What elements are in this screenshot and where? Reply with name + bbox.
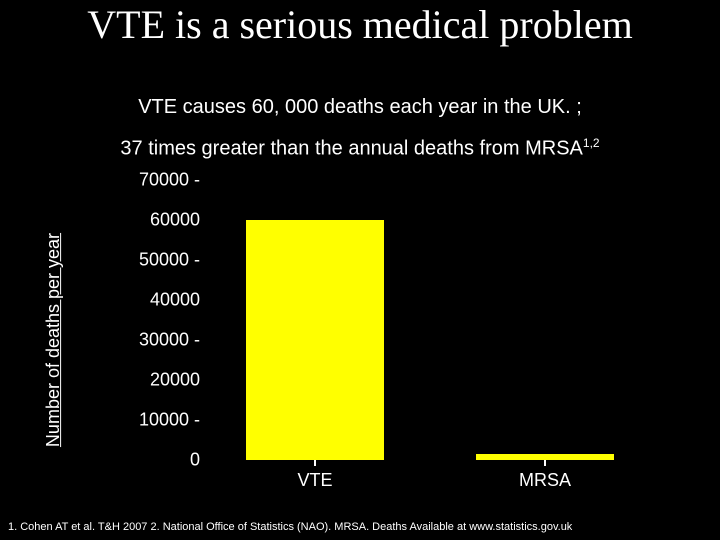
x-category-label: VTE	[297, 470, 332, 491]
x-category-label: MRSA	[519, 470, 571, 491]
y-tick-label: 0	[70, 450, 200, 471]
bar-chart: Number of deaths per year 010000 -200003…	[60, 180, 670, 500]
y-tick-label: 40000	[70, 290, 200, 311]
y-axis-label: Number of deaths per year	[44, 210, 64, 470]
y-tick-label: 10000 -	[70, 410, 200, 431]
subtitle-line-2: 37 times greater than the annual deaths …	[0, 136, 720, 161]
x-tick	[314, 460, 316, 466]
subtitle-line-1: VTE causes 60, 000 deaths each year in t…	[0, 96, 720, 119]
plot-area	[200, 180, 660, 460]
y-tick-label: 20000	[70, 370, 200, 391]
y-tick-label: 30000 -	[70, 330, 200, 351]
x-tick	[544, 460, 546, 466]
slide-title: VTE is a serious medical problem	[0, 4, 720, 46]
footnote: 1. Cohen AT et al. T&H 2007 2. National …	[8, 521, 712, 534]
y-tick-label: 70000 -	[70, 170, 200, 191]
slide: VTE is a serious medical problem VTE cau…	[0, 0, 720, 540]
y-tick-label: 50000 -	[70, 250, 200, 271]
bar-vte	[246, 220, 384, 460]
y-tick-label: 60000	[70, 210, 200, 231]
